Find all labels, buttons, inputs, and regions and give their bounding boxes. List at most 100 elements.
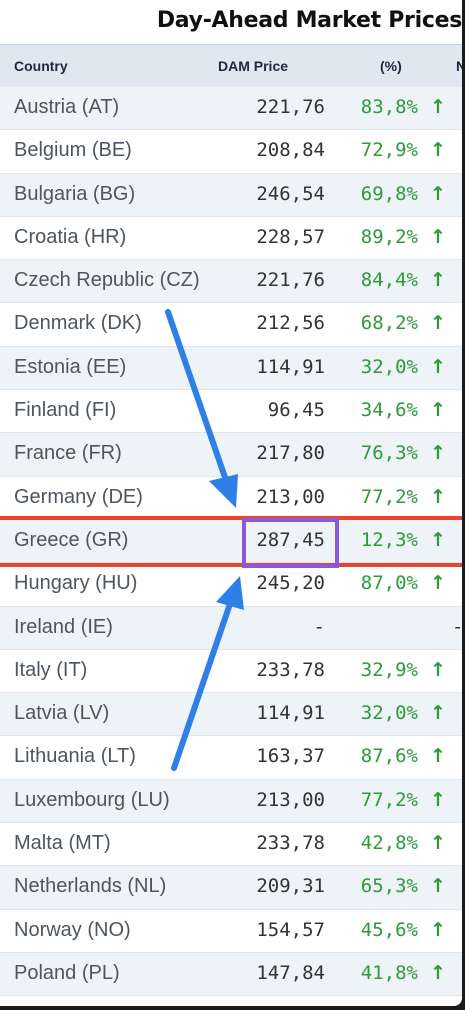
column-header-country[interactable]: Country [14,58,68,74]
table-row[interactable]: Malta (MT) 233,78 42,8% ↑ [0,823,462,867]
trend-up-icon: ↑ [430,399,446,422]
percent-change-cell: 41,8% [360,961,418,984]
table-row[interactable]: Finland (FI) 96,45 34,6% ↑ [0,390,462,434]
country-cell: France (FR) [14,442,122,465]
page-title: Day-Ahead Market Prices [156,8,462,33]
column-header-extra[interactable]: N [456,58,462,74]
country-cell: Bulgaria (BG) [14,182,136,205]
country-cell: Norway (NO) [14,918,131,941]
country-cell: Italy (IT) [14,658,88,681]
country-cell: Latvia (LV) [14,702,110,725]
country-cell: Belgium (BE) [14,139,132,162]
dam-price-cell: 213,00 [256,788,325,811]
trend-up-icon: ↑ [430,572,446,595]
percent-change-cell: 45,6% [360,918,418,941]
column-header-dam-price[interactable]: DAM Price [218,58,289,74]
trend-up-icon: ↑ [430,182,446,205]
table-row[interactable]: Ireland (IE) - - [0,606,462,650]
trend-up-icon: ↑ [430,225,446,248]
dam-price-cell: 114,91 [256,702,325,725]
table-row[interactable]: Netherlands (NL) 209,31 65,3% ↑ [0,866,462,910]
table-row[interactable]: Estonia (EE) 114,91 32,0% ↑ [0,346,462,391]
percent-change-cell: 68,2% [360,312,418,335]
table-row[interactable]: Norway (NO) 154,57 45,6% ↑ [0,910,462,953]
dam-price-cell: 217,80 [256,442,325,465]
table-row[interactable]: Greece (GR) 287,45 12,3% ↑ [0,519,462,564]
country-cell: Estonia (EE) [14,355,127,378]
trend-up-icon: ↑ [430,355,446,378]
percent-change-cell: 89,2% [360,225,418,248]
dam-price-cell: 154,57 [256,918,325,941]
dam-price-cell: - [313,615,325,638]
highlight-line-bottom [0,563,462,567]
country-cell: Poland (PL) [14,961,120,984]
percent-change-cell: 77,2% [360,788,418,811]
table-row[interactable]: Denmark (DK) 212,56 68,2% ↑ [0,303,462,347]
country-cell: Croatia (HR) [14,225,127,248]
dam-price-cell: 163,37 [256,745,325,768]
trend-up-icon: ↑ [430,658,446,681]
country-cell: Finland (FI) [14,399,117,422]
percent-change-cell: 72,9% [360,139,418,162]
dam-price-cell: 221,76 [256,96,325,118]
table-row[interactable]: Czech Republic (CZ) 221,76 84,4% ↑ [0,260,462,304]
table-row[interactable]: Croatia (HR) 228,57 89,2% ↑ [0,217,462,261]
percent-change-cell: 76,3% [360,442,418,465]
dam-price-cell: 213,00 [256,485,325,508]
trend-up-icon: ↑ [430,745,446,768]
table-row[interactable]: Italy (IT) 233,78 32,9% ↑ [0,650,462,694]
country-cell: Czech Republic (CZ) [14,269,200,292]
percent-change-cell: 87,0% [360,572,418,595]
percent-change-cell: 42,8% [360,832,418,855]
table-row[interactable]: Latvia (LV) 114,91 32,0% ↑ [0,693,462,737]
country-cell: Ireland (IE) [14,615,113,638]
column-header-percent[interactable]: (%) [380,58,402,74]
highlight-line-top [0,516,462,520]
table-row[interactable]: Bulgaria (BG) 246,54 69,8% ↑ [0,173,462,217]
table-row[interactable]: Poland (PL) 147,84 41,8% ↑ [0,952,462,997]
trend-up-icon: ↑ [430,312,446,335]
trend-up-icon: ↑ [430,139,446,162]
dam-price-cell: 96,45 [267,399,325,422]
no-data-cell: - [452,616,462,638]
table-row[interactable]: Luxembourg (LU) 213,00 77,2% ↑ [0,779,462,824]
trend-up-icon: ↑ [430,832,446,855]
dam-price-cell: 245,20 [256,572,325,595]
dam-price-cell: 221,76 [256,269,325,292]
percent-change-cell: 32,0% [360,702,418,725]
trend-up-icon: ↑ [430,961,446,984]
percent-change-cell: 87,6% [360,745,418,768]
dam-price-cell: 208,84 [256,139,325,162]
percent-change-cell: 12,3% [360,528,418,551]
trend-up-icon: ↑ [430,788,446,811]
dam-price-cell: 114,91 [256,355,325,378]
table-row[interactable]: Belgium (BE) 208,84 72,9% ↑ [0,130,462,174]
dam-price-cell: 209,31 [256,875,325,898]
country-cell: Germany (DE) [14,485,143,508]
table-row[interactable]: Austria (AT) 221,76 83,8% ↑ [0,87,462,131]
dam-price-cell: 287,45 [256,528,325,551]
arrow-down-icon [165,309,238,508]
trend-up-icon: ↑ [430,702,446,725]
arrow-up-icon [171,576,244,771]
percent-change-cell: 83,8% [360,96,418,118]
country-cell: Netherlands (NL) [14,875,167,898]
country-cell: Lithuania (LT) [14,745,136,768]
dam-price-cell: 212,56 [256,312,325,335]
country-cell: Greece (GR) [14,528,129,551]
country-cell: Denmark (DK) [14,312,142,335]
table-row[interactable]: France (FR) 217,80 76,3% ↑ [0,433,462,477]
trend-up-icon: ↑ [430,875,446,898]
dam-price-cell: 147,84 [256,961,325,984]
trend-up-icon: ↑ [430,528,446,551]
table-row[interactable]: Lithuania (LT) 163,37 87,6% ↑ [0,736,462,780]
dam-price-cell: 228,57 [256,225,325,248]
trend-up-icon: ↑ [430,485,446,508]
dam-price-cell: 233,78 [256,658,325,681]
percent-change-cell: 32,0% [360,355,418,378]
percent-change-cell: 34,6% [360,399,418,422]
country-cell: Malta (MT) [14,832,111,855]
